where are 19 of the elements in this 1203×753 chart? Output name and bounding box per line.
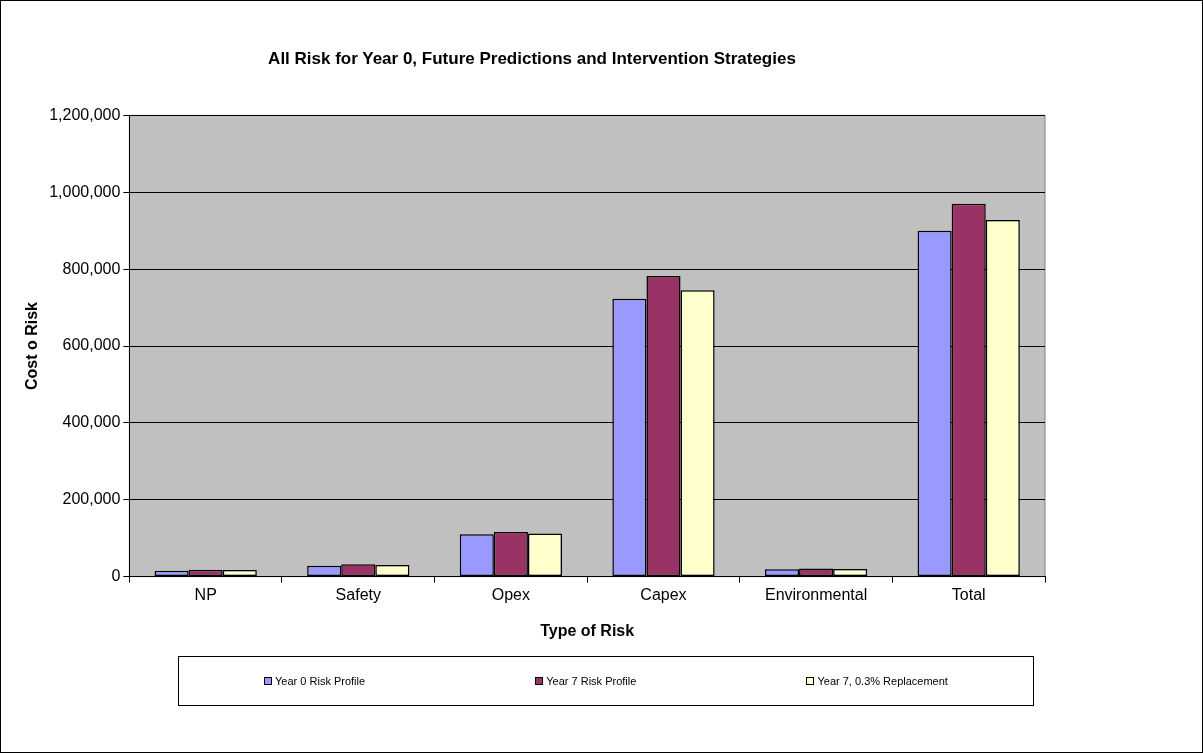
- y-tick-label: 200,000: [62, 490, 121, 508]
- x-tick-label: Opex: [491, 585, 531, 603]
- x-tick-label: Total: [951, 585, 986, 603]
- y-tick-label: 600,000: [62, 336, 121, 354]
- y-tick-label: 1,000,000: [49, 182, 121, 200]
- x-tick-label: Safety: [335, 585, 381, 603]
- legend-label: Year 0 Risk Profile: [275, 675, 366, 687]
- x-tick-label: Environmental: [764, 585, 868, 603]
- y-tick-label: 1,200,000: [49, 105, 121, 123]
- x-tick-label: Capex: [640, 585, 687, 603]
- legend-label: Year 7 Risk Profile: [546, 675, 637, 687]
- x-tick-label: NP: [194, 585, 217, 603]
- x-axis-title: Type of Risk: [540, 621, 635, 639]
- chart-title: All Risk for Year 0, Future Predictions and Intervention Strategies: [268, 48, 796, 68]
- y-tick-label: 400,000: [62, 413, 121, 431]
- y-axis-title: Cost o Risk: [23, 301, 41, 391]
- y-tick-label: 800,000: [62, 259, 121, 277]
- legend-label: Year 7, 0.3% Replacement: [817, 675, 948, 687]
- y-tick-label: 0: [111, 567, 121, 585]
